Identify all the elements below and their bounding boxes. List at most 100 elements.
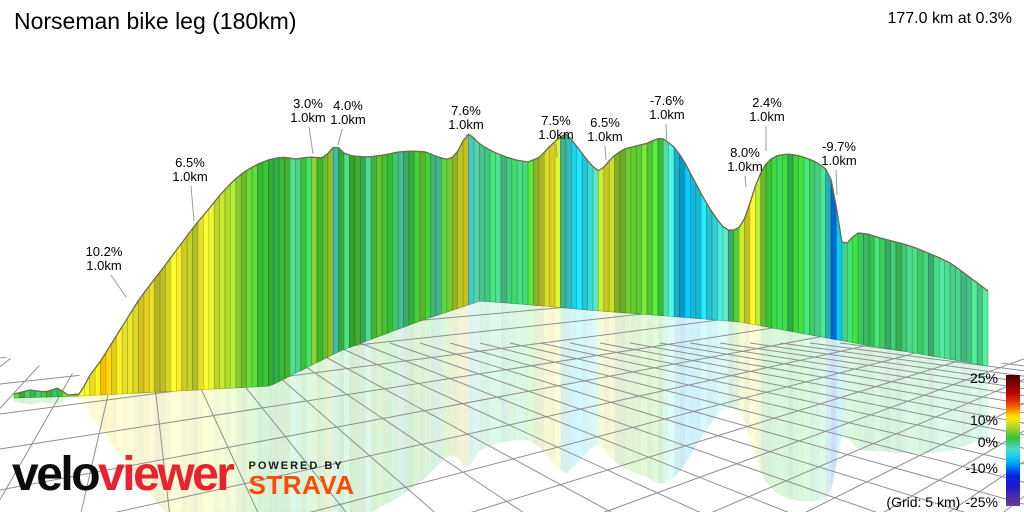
- km-strip: [419, 151, 426, 322]
- annotation-leader-line: [190, 185, 195, 222]
- veloviewer-logo[interactable]: veloviewer POWERED BY STRAVA: [12, 449, 355, 501]
- km-strip: [278, 157, 285, 382]
- legend-tick: -10%: [965, 460, 998, 476]
- km-strip: [159, 263, 166, 393]
- gradient-annotation: 6.5% 1.0km: [587, 116, 622, 144]
- legend-tick-label: -10%: [965, 460, 998, 476]
- page-title: Norseman bike leg (180km): [14, 8, 297, 34]
- km-strip: [901, 242, 908, 353]
- km-strip: [917, 248, 924, 355]
- km-strip: [495, 152, 502, 303]
- annotation-distance: 1.0km: [727, 159, 763, 174]
- km-strip: [148, 278, 155, 393]
- km-strip: [690, 172, 697, 319]
- km-strip: [284, 157, 291, 380]
- km-strip: [549, 140, 556, 308]
- km-strip: [192, 220, 199, 391]
- km-strip: [240, 169, 247, 388]
- km-strip: [343, 152, 350, 350]
- km-strip: [581, 152, 588, 311]
- km-strip: [360, 156, 367, 344]
- km-strip: [489, 149, 496, 303]
- km-strip: [116, 325, 123, 395]
- annotation-leader-line: [604, 145, 607, 161]
- km-strip: [598, 166, 605, 312]
- legend-tick: 10%: [970, 412, 998, 428]
- strava-wordmark: STRAVA: [248, 470, 355, 500]
- annotation-distance: 1.0km: [749, 109, 785, 124]
- annotation-distance: 1.0km: [330, 112, 366, 127]
- km-strip: [165, 256, 172, 393]
- km-strip: [960, 270, 967, 363]
- km-strip: [792, 154, 799, 334]
- annotation-grade: 4.0%: [333, 98, 363, 113]
- annotation-grade: 10.2%: [85, 244, 123, 259]
- annotation-leader-line: [555, 143, 558, 159]
- km-strip: [349, 154, 356, 348]
- km-strip: [295, 157, 302, 374]
- km-strip: [776, 154, 783, 331]
- km-strip: [516, 159, 523, 305]
- km-strip: [143, 285, 150, 394]
- km-strip: [414, 150, 421, 324]
- km-strip: [176, 242, 183, 392]
- annotation-distance: 1.0km: [649, 107, 685, 122]
- km-strip: [976, 282, 983, 366]
- km-strip: [392, 151, 399, 332]
- km-strip: [857, 232, 864, 345]
- km-strip: [257, 161, 264, 387]
- annotation-grade: 6.5%: [590, 115, 620, 130]
- km-strip: [262, 159, 269, 387]
- annotation-grade: 2.4%: [752, 95, 782, 110]
- km-strip: [971, 278, 978, 365]
- km-strip: [895, 241, 902, 352]
- km-strip: [354, 155, 361, 346]
- gradient-annotation: 8.0% 1.0km: [727, 146, 762, 174]
- gradient-annotation: 7.5% 1.0km: [538, 114, 573, 142]
- km-strip: [538, 151, 545, 307]
- km-strip: [403, 150, 410, 328]
- km-strip: [138, 292, 145, 394]
- strava-attribution[interactable]: POWERED BY STRAVA: [248, 460, 354, 498]
- km-strip: [646, 140, 653, 316]
- gradient-annotation: 6.5% 1.0km: [172, 156, 207, 184]
- annotation-distance: 1.0km: [172, 169, 208, 184]
- km-strip: [571, 138, 578, 310]
- km-strip: [522, 160, 529, 306]
- km-strip: [727, 229, 734, 322]
- km-strip: [316, 157, 323, 363]
- km-strip: [684, 162, 691, 319]
- km-strip: [370, 155, 377, 340]
- grid-note: (Grid: 5 km): [886, 494, 961, 510]
- profile-silhouette: [13, 133, 989, 396]
- km-strip: [424, 151, 431, 320]
- km-strip: [273, 157, 280, 385]
- km-strip: [197, 214, 204, 391]
- annotation-leader-line: [465, 133, 469, 141]
- gradient-annotation: 7.6% 1.0km: [448, 104, 483, 132]
- km-strip: [733, 226, 740, 323]
- km-strip: [679, 153, 686, 318]
- legend-tick-label: 25%: [969, 370, 998, 386]
- km-strip: [787, 153, 794, 333]
- km-strip: [657, 138, 664, 317]
- logo-velo: velo: [12, 448, 101, 501]
- gradient-annotation: 4.0% 1.0km: [330, 99, 365, 127]
- km-strip: [479, 143, 486, 302]
- km-strip: [246, 166, 253, 388]
- gradient-annotation: -9.7% 1.0km: [821, 140, 856, 168]
- legend-tick-label: 10%: [969, 412, 998, 428]
- km-strip: [608, 154, 615, 313]
- annotation-distance: 1.0km: [587, 129, 623, 144]
- annotation-leader-line: [337, 128, 343, 146]
- km-strip: [446, 156, 453, 313]
- km-strip: [587, 159, 594, 311]
- km-strip: [40, 391, 47, 398]
- legend-tick-label: 0%: [977, 434, 998, 450]
- legend-tick: 0%: [978, 434, 998, 450]
- legend-tick: 25%: [970, 370, 998, 386]
- km-strip: [251, 163, 258, 388]
- legend-tick-label: -25%: [965, 494, 998, 510]
- annotation-distance: 1.0km: [448, 117, 484, 132]
